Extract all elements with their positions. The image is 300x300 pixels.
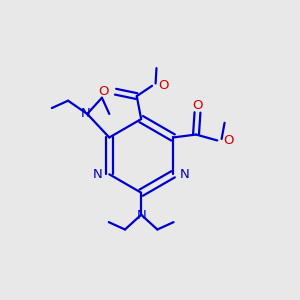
Text: N: N: [136, 209, 146, 222]
Text: N: N: [179, 168, 189, 181]
Text: O: O: [99, 85, 109, 98]
Text: O: O: [224, 134, 234, 147]
Text: O: O: [192, 100, 203, 112]
Text: O: O: [158, 79, 169, 92]
Text: N: N: [81, 107, 91, 120]
Text: N: N: [93, 168, 103, 181]
